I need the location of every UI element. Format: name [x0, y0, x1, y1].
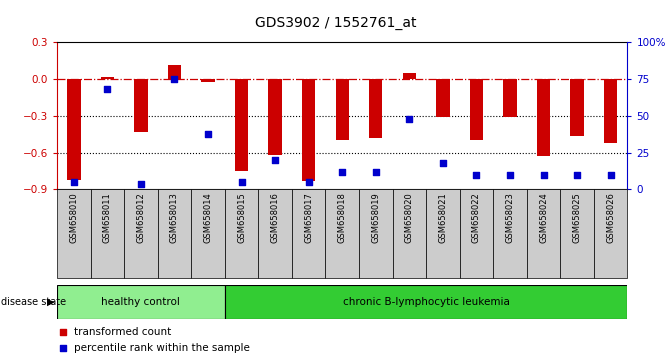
Bar — [560, 189, 594, 278]
Text: GSM658018: GSM658018 — [338, 192, 347, 243]
Point — [505, 172, 515, 177]
Bar — [594, 189, 627, 278]
Text: GDS3902 / 1552761_at: GDS3902 / 1552761_at — [255, 16, 416, 30]
Text: percentile rank within the sample: percentile rank within the sample — [74, 343, 250, 353]
Text: GSM658020: GSM658020 — [405, 192, 414, 243]
Text: GSM658014: GSM658014 — [203, 192, 213, 243]
Bar — [67, 79, 81, 179]
Bar — [527, 189, 560, 278]
Text: GSM658021: GSM658021 — [438, 192, 448, 243]
Bar — [134, 79, 148, 132]
Bar — [359, 189, 393, 278]
Text: GSM658013: GSM658013 — [170, 192, 179, 243]
Bar — [124, 189, 158, 278]
Point — [471, 172, 482, 177]
Text: GSM658022: GSM658022 — [472, 192, 481, 243]
Bar — [57, 189, 91, 278]
Point — [404, 116, 415, 122]
Text: GSM658025: GSM658025 — [572, 192, 582, 243]
Text: GSM658016: GSM658016 — [270, 192, 280, 243]
Text: GSM658023: GSM658023 — [505, 192, 515, 243]
Bar — [57, 285, 225, 319]
Point — [102, 87, 113, 92]
Point — [68, 179, 79, 185]
Point — [169, 76, 180, 82]
Point — [389, 132, 399, 138]
Point — [538, 172, 549, 177]
Bar — [460, 189, 493, 278]
Text: GSM658026: GSM658026 — [606, 192, 615, 243]
Bar — [191, 189, 225, 278]
Bar — [201, 79, 215, 82]
Bar — [168, 64, 181, 79]
Bar — [225, 189, 258, 278]
Text: chronic B-lymphocytic leukemia: chronic B-lymphocytic leukemia — [343, 297, 509, 307]
Point — [572, 172, 582, 177]
Bar — [292, 189, 325, 278]
Bar — [470, 79, 483, 141]
Point — [203, 131, 213, 136]
Bar — [604, 79, 617, 143]
Text: ▶: ▶ — [47, 297, 54, 307]
Bar — [436, 79, 450, 117]
Point — [136, 181, 146, 186]
Text: GSM658010: GSM658010 — [69, 192, 79, 243]
Bar — [493, 189, 527, 278]
Text: disease state: disease state — [1, 297, 66, 307]
Text: GSM658012: GSM658012 — [136, 192, 146, 243]
Text: GSM658019: GSM658019 — [371, 192, 380, 243]
Bar — [225, 285, 627, 319]
Point — [337, 169, 348, 175]
Bar — [325, 189, 359, 278]
Bar — [268, 79, 282, 155]
Bar — [302, 79, 315, 181]
Text: GSM658024: GSM658024 — [539, 192, 548, 243]
Bar — [158, 189, 191, 278]
Point — [605, 172, 616, 177]
Bar — [235, 79, 248, 171]
Point — [370, 169, 381, 175]
Bar — [503, 79, 517, 117]
Bar — [426, 189, 460, 278]
Bar — [91, 189, 124, 278]
Point — [437, 160, 448, 166]
Bar — [369, 79, 382, 138]
Bar — [537, 79, 550, 156]
Bar — [258, 189, 292, 278]
Bar — [570, 79, 584, 136]
Point — [303, 179, 314, 185]
Point — [236, 179, 247, 185]
Text: GSM658015: GSM658015 — [237, 192, 246, 243]
Text: GSM658017: GSM658017 — [304, 192, 313, 243]
Text: transformed count: transformed count — [74, 327, 171, 337]
Bar — [403, 73, 416, 79]
Bar — [393, 189, 426, 278]
Text: healthy control: healthy control — [101, 297, 180, 307]
Point — [389, 277, 399, 283]
Bar — [336, 79, 349, 141]
Text: GSM658011: GSM658011 — [103, 192, 112, 243]
Bar — [101, 77, 114, 79]
Point — [270, 157, 280, 163]
